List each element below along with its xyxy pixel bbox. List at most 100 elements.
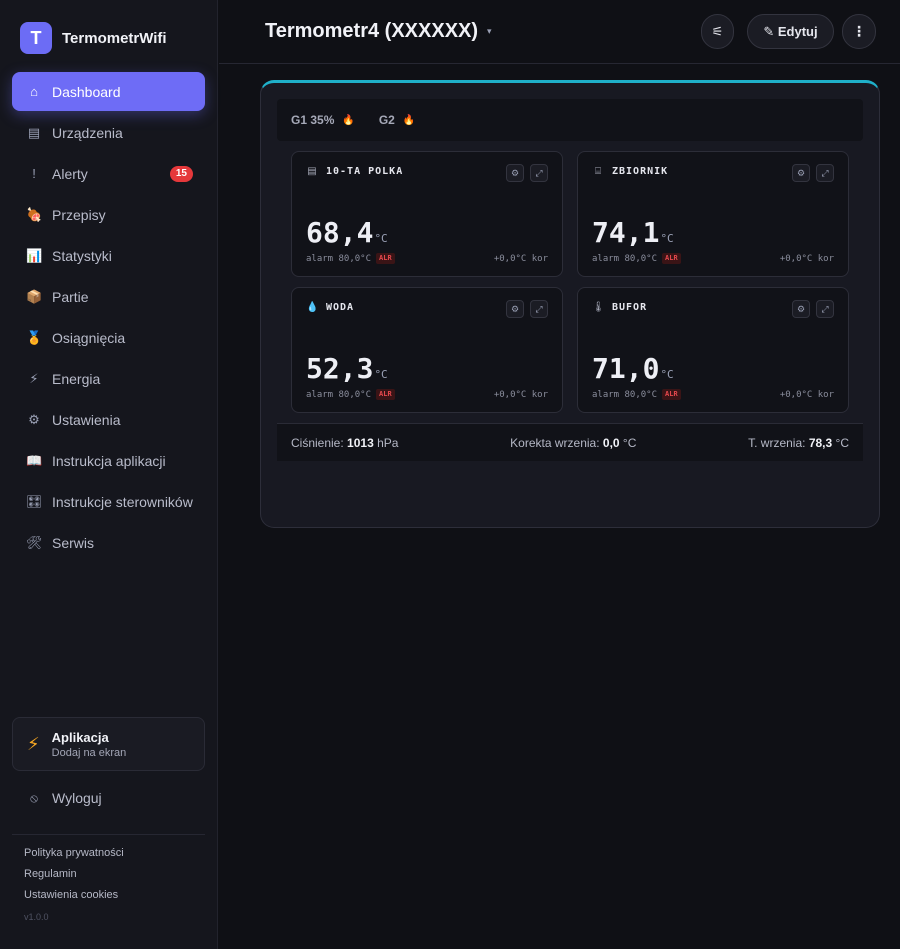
boil-temp-value: 78,3 (808, 435, 833, 450)
tile-actions: ⚙ ⤢ (500, 300, 548, 318)
filter-button[interactable]: ⚟ (701, 14, 734, 49)
edit-button[interactable]: ✎ Edytuj (747, 14, 834, 49)
chevron-down-icon[interactable]: ▾ (487, 26, 492, 36)
app-version: v1.0.0 (24, 912, 49, 922)
sensor-tile[interactable]: 🌡 BUFOR ⚙ ⤢ 71,0°C alarm 80,0°C ALR +0,0°C kor (577, 287, 849, 413)
alarm-info: alarm 80,0°C ALR (592, 389, 681, 400)
group-g2: G2 🔥 (379, 113, 415, 127)
sensor-reading: 68,4°C (306, 216, 388, 249)
device-panel: G1 35% 🔥 G2 🔥 ▤ 10-TA POLKA ⚙ ⤢ 68,4°C alarm … (260, 80, 880, 528)
logout-label: Wyloguj (52, 790, 102, 806)
app-card-title: Aplikacja (51, 729, 109, 745)
alarm-badge: ALR (376, 389, 395, 400)
boil-correction-info: Korekta wrzenia: 0,0 °C (510, 436, 636, 450)
sidebar-item-dashboard[interactable]: ⌂ Dashboard (12, 72, 205, 111)
cookie-settings-link[interactable]: Ustawienia cookies (24, 889, 119, 901)
sidebar-item-instrukcje-sterowników[interactable]: 🎛 Instrukcje sterowników (12, 482, 205, 521)
sidebar-item-label: Ustawienia (52, 411, 121, 428)
sidebar-item-instrukcja-aplikacji[interactable]: 📖 Instrukcja aplikacji (12, 441, 205, 480)
sliders-icon: ⚟ (711, 23, 724, 39)
alarm-threshold: alarm 80,0°C (306, 253, 372, 264)
tile-header: 🌡 BUFOR (592, 302, 647, 313)
tile-settings-button[interactable]: ⚙ (792, 164, 810, 182)
sensor-name: WODA (326, 302, 355, 313)
energy-icon: ⚡ (29, 370, 39, 386)
expand-icon: ⤢ (535, 167, 543, 178)
gear-icon: ⚙ (510, 167, 520, 178)
temperature-unit: °C (374, 232, 388, 245)
alert-icon: ! (32, 166, 36, 181)
more-options-button[interactable]: ⋮ (842, 14, 876, 49)
sensor-tile[interactable]: ⌸ ZBIORNIK ⚙ ⤢ 74,1°C alarm 80,0°C ALR +0,0°C k… (577, 151, 849, 277)
book-icon: 📖 (26, 452, 43, 468)
correction-value: +0,0°C kor (779, 253, 834, 264)
divider (12, 834, 205, 835)
sensor-tile[interactable]: 💧 WODA ⚙ ⤢ 52,3°C alarm 80,0°C ALR +0,0°C kor (291, 287, 563, 413)
tile-settings-button[interactable]: ⚙ (506, 164, 524, 182)
tile-expand-button[interactable]: ⤢ (530, 164, 548, 182)
temperature-unit: °C (660, 232, 674, 245)
group-g1: G1 35% 🔥 (291, 113, 355, 127)
sidebar-item-urządzenia[interactable]: ▤ Urządzenia (12, 113, 205, 152)
alarm-info: alarm 80,0°C ALR (306, 253, 395, 264)
sensor-name: 10-TA POLKA (326, 166, 404, 177)
pressure-info: Ciśnienie: 1013 hPa (291, 436, 398, 450)
sidebar-item-statystyki[interactable]: 📊 Statystyki (12, 236, 205, 275)
sensor-reading: 71,0°C (592, 352, 674, 385)
controller-icon: 🎛 (26, 493, 43, 509)
gear-icon: ⚙ (28, 411, 40, 427)
sidebar-item-label: Alerty (52, 165, 88, 182)
alarm-threshold: alarm 80,0°C (592, 389, 658, 400)
tile-expand-button[interactable]: ⤢ (816, 164, 834, 182)
logout-icon: ⦸ (30, 790, 38, 805)
tile-expand-button[interactable]: ⤢ (816, 300, 834, 318)
sidebar-item-serwis[interactable]: 🛠 Serwis (12, 523, 205, 562)
temperature-unit: °C (660, 368, 674, 381)
sidebar-item-alerty[interactable]: ! Alerty 15 (12, 154, 205, 193)
lightning-icon: ⚡ (27, 733, 40, 754)
brand[interactable]: T TermometrWifi (20, 22, 167, 54)
sidebar-item-partie[interactable]: 📦 Partie (12, 277, 205, 316)
gear-icon: ⚙ (796, 303, 806, 314)
sensor-tile[interactable]: ▤ 10-TA POLKA ⚙ ⤢ 68,4°C alarm 80,0°C ALR +0,0°… (291, 151, 563, 277)
boil-correction-label: Korekta wrzenia: (510, 435, 600, 450)
temperature-value: 71,0 (592, 352, 660, 385)
tile-footer: alarm 80,0°C ALR +0,0°C kor (592, 389, 834, 400)
logout-button[interactable]: ⦸ Wyloguj (26, 790, 102, 806)
tile-actions: ⚙ ⤢ (786, 300, 834, 318)
sidebar-item-label: Urządzenia (52, 124, 123, 141)
install-app-card[interactable]: ⚡ Aplikacja Dodaj na ekran (12, 717, 205, 771)
terms-link[interactable]: Regulamin (24, 868, 77, 880)
sidebar-item-ustawienia[interactable]: ⚙ Ustawienia (12, 400, 205, 439)
tile-footer: alarm 80,0°C ALR +0,0°C kor (306, 253, 548, 264)
alert-count-badge: 15 (169, 166, 193, 182)
tile-header: ⌸ ZBIORNIK (592, 166, 668, 177)
app-card-subtitle: Dodaj na ekran (51, 746, 127, 759)
tile-settings-button[interactable]: ⚙ (506, 300, 524, 318)
temperature-value: 74,1 (592, 216, 660, 249)
sidebar-item-przepisy[interactable]: 🍖 Przepisy (12, 195, 205, 234)
privacy-policy-link[interactable]: Polityka prywatności (24, 847, 124, 859)
shelf-icon: ▤ (307, 166, 317, 177)
tile-expand-button[interactable]: ⤢ (530, 300, 548, 318)
alarm-info: alarm 80,0°C ALR (306, 389, 395, 400)
device-title[interactable]: Termometr4 (XXXXXX) (265, 20, 479, 42)
tile-actions: ⚙ ⤢ (500, 164, 548, 182)
sidebar-item-label: Statystyki (52, 247, 112, 264)
brand-name: TermometrWifi (62, 29, 167, 47)
boil-temp-unit: °C (835, 435, 849, 450)
sidebar-item-energia[interactable]: ⚡ Energia (12, 359, 205, 398)
temperature-unit: °C (374, 368, 388, 381)
sensor-reading: 74,1°C (592, 216, 674, 249)
sidebar-item-osiągnięcia[interactable]: 🏅 Osiągnięcia (12, 318, 205, 357)
tile-header: ▤ 10-TA POLKA (306, 166, 403, 177)
sidebar-item-label: Serwis (52, 534, 95, 551)
medal-icon: 🏅 (26, 329, 43, 345)
sidebar-item-label: Osiągnięcia (52, 329, 126, 346)
correction-value: +0,0°C kor (493, 389, 548, 400)
alarm-threshold: alarm 80,0°C (592, 253, 658, 264)
sensor-name: ZBIORNIK (612, 166, 669, 177)
pressure-unit: hPa (377, 435, 399, 450)
tile-settings-button[interactable]: ⚙ (792, 300, 810, 318)
flame-icon: 🔥 (342, 114, 355, 126)
